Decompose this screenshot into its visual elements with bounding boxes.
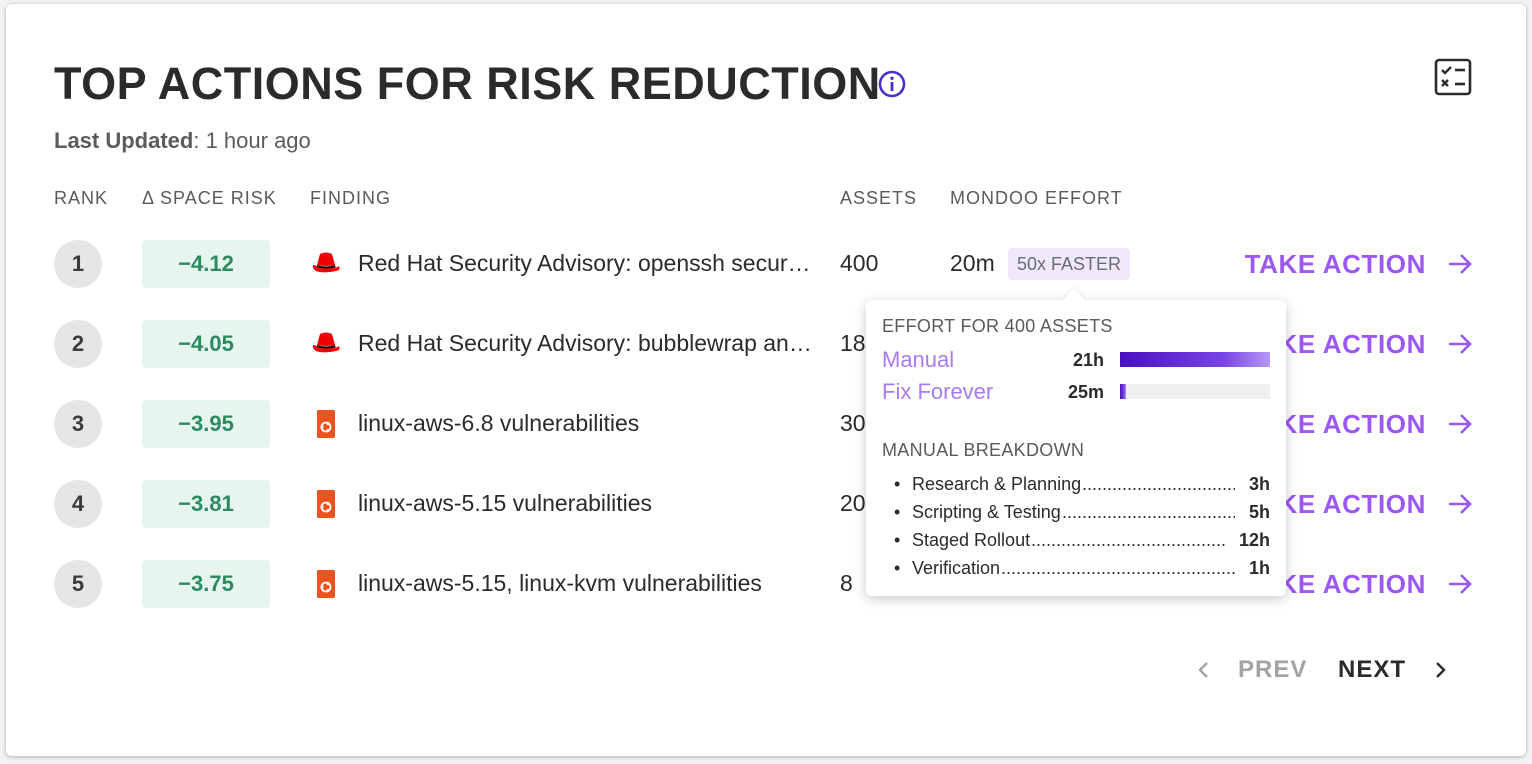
column-header-mondoo-effort: MONDOO EFFORT [950,188,1123,208]
breakdown-item: • Verification...........................… [894,558,1270,580]
arrow-right-icon [1449,414,1472,434]
assets-count: 400 [840,250,879,276]
rank-badge: 2 [54,320,102,368]
manual-label: Manual [882,347,955,372]
space-risk-value: −4.05 [142,320,270,368]
finding-title[interactable]: linux-aws-6.8 vulnerabilities [358,410,640,436]
redhat-icon [310,250,342,278]
popover-caret [1062,288,1086,312]
finding-title[interactable]: linux-aws-5.15, linux-kvm vulnerabilitie… [358,570,762,596]
breakdown-item: • Research & Planning....................… [894,474,1270,496]
dot-leader: ........................................… [1031,530,1225,550]
breakdown-value: 5h [1248,502,1270,522]
ubuntu-icon [310,570,342,598]
risk-reduction-card: TOP ACTIONS FOR RISK REDUCTION Last Upda… [6,4,1526,756]
bullet: • [894,558,901,578]
arrow-right-icon [1449,494,1472,514]
breakdown-value: 12h [1238,530,1270,550]
table-row: 2 −4.05 Red Hat Security Advisory: bubblew… [6,320,1526,370]
column-header-finding: FINDING [310,188,391,208]
column-header-rank: RANK [54,188,109,208]
table-row: 5 −3.75 linux-aws-5.15, linux-kvm vulnerab… [6,560,1526,610]
bullet: • [894,530,901,550]
space-risk-value: −3.95 [142,400,270,448]
finding-title[interactable]: Red Hat Security Advisory: bubblewrap an… [358,330,814,356]
take-action-button[interactable]: TAKE ACTION [1245,247,1474,281]
manual-bar [1120,352,1270,367]
dot-leader: ........................................… [1062,502,1235,522]
redhat-icon [310,330,342,358]
bullet: • [894,502,901,522]
prev-button[interactable]: PREV [1194,654,1307,686]
page-title: TOP ACTIONS FOR RISK REDUCTION [54,58,881,109]
faster-badge[interactable]: 50x FASTER [1008,248,1131,280]
rank-badge: 1 [54,240,102,288]
finding-title[interactable]: linux-aws-5.15 vulnerabilities [358,490,653,516]
checklist-icon[interactable] [1434,58,1472,96]
prev-label: PREV [1238,656,1308,683]
column-header-space-risk: Δ SPACE RISK [142,188,277,208]
space-risk-value: −3.75 [142,560,270,608]
next-label: NEXT [1338,656,1407,683]
table-row: 3 −3.95 linux-aws-6.8 vulnerabilities 30 TAK… [6,400,1526,450]
assets-count: 18 [840,330,866,356]
last-updated-value: : 1 hour ago [193,128,311,153]
dot-leader: ........................................… [1082,474,1235,494]
assets-count: 8 [840,570,853,596]
take-action-label: TAKE ACTION [1244,248,1426,279]
fix-forever-bar-fill [1120,384,1126,399]
breakdown-value: 3h [1248,474,1270,494]
breakdown-label: Scripting & Testing [912,502,1061,522]
info-icon[interactable] [878,70,906,98]
popover-heading: EFFORT FOR 400 ASSETS [882,316,1113,336]
last-updated-label: Last Updated [54,128,194,153]
chevron-right-icon [1436,662,1446,678]
column-header-assets: ASSETS [840,188,918,208]
finding-title[interactable]: Red Hat Security Advisory: openssh secur… [358,250,814,276]
space-risk-value: −3.81 [142,480,270,528]
ubuntu-icon [310,410,342,438]
manual-bar-fill [1120,352,1270,367]
manual-value: 21h [1072,350,1104,370]
arrow-right-icon [1449,574,1472,594]
assets-count: 30 [840,410,866,436]
breakdown-heading: MANUAL BREAKDOWN [882,440,1085,460]
space-risk-value: −4.12 [142,240,270,288]
arrow-right-icon [1449,334,1472,354]
breakdown-label: Verification [912,558,1001,578]
table-row: 4 −3.81 linux-aws-5.15 vulnerabilities 20 TA… [6,480,1526,530]
ubuntu-icon [310,490,342,518]
bullet: • [894,474,901,494]
breakdown-item: • Staged Rollout.........................… [894,530,1270,552]
rank-badge: 3 [54,400,102,448]
dot-leader: ........................................… [1001,558,1235,578]
breakdown-value: 1h [1248,558,1270,578]
rank-badge: 5 [54,560,102,608]
assets-count: 20 [840,490,866,516]
breakdown-label: Staged Rollout [912,530,1031,550]
fix-forever-bar [1120,384,1270,399]
chevron-left-icon [1198,662,1208,678]
breakdown-label: Research & Planning [912,474,1082,494]
table-row: 1 −4.12 Red Hat Security Advisory: openssh… [6,240,1526,290]
effort-value: 20m [950,250,995,276]
breakdown-item: • Scripting & Testing....................… [894,502,1270,524]
last-updated: Last Updated: 1 hour ago [54,128,311,154]
next-button[interactable]: NEXT [1338,654,1450,686]
rank-badge: 4 [54,480,102,528]
effort-popover: EFFORT FOR 400 ASSETS Manual 21h Fix For… [866,288,1286,596]
fix-forever-value: 25m [1067,382,1104,402]
arrow-right-icon [1449,254,1472,274]
fix-forever-label: Fix Forever [882,379,994,404]
